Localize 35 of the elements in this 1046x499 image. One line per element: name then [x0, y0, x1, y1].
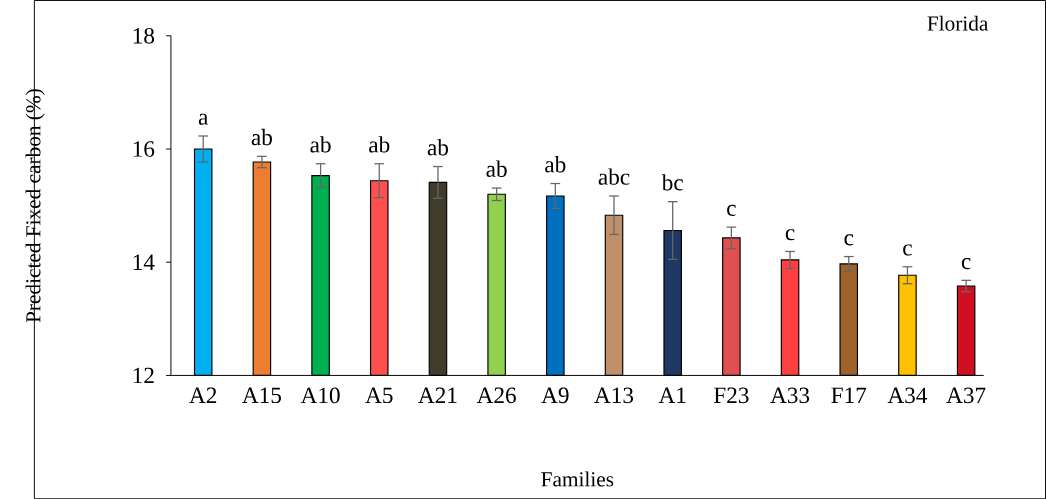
x-tick-label: A15 [242, 387, 281, 403]
annotation: ab [427, 138, 449, 156]
x-tick-label: F23 [713, 387, 749, 404]
x-tick-label: A5 [365, 387, 393, 403]
chart-title: Florida [927, 15, 989, 31]
x-tick-label: A13 [594, 387, 634, 404]
y-tick-label: 16 [133, 141, 155, 157]
annotation: c [844, 234, 854, 246]
x-tick-label: A26 [476, 387, 516, 404]
x-tick-label: A10 [300, 387, 340, 404]
annotation: ab [545, 155, 566, 173]
annotation: c [961, 257, 971, 270]
annotation: c [727, 204, 736, 216]
y-tick-label: 14 [133, 254, 155, 270]
annotation: ab [369, 136, 390, 153]
annotation: ab [251, 128, 272, 146]
y-axis-title: Predicted Fixed carbon (%) [25, 89, 45, 323]
x-tick-label: A33 [770, 387, 810, 404]
annotation: abc [598, 168, 630, 185]
x-tick-label: A34 [887, 387, 928, 404]
annotation: bc [661, 174, 683, 191]
y-tick-label: 18 [133, 27, 155, 44]
y-tick-label: 12 [133, 367, 154, 383]
x-tick-label: A1 [658, 387, 686, 403]
x-tick-label: A9 [541, 387, 569, 404]
x-tick-label: A21 [418, 387, 457, 403]
annotation: c [785, 228, 795, 241]
x-tick-label: A37 [946, 387, 986, 404]
x-tick-label: F17 [831, 387, 867, 403]
annotation: a [198, 113, 209, 125]
annotation: c [903, 244, 912, 256]
x-tick-label: A2 [189, 387, 217, 403]
x-axis-title: Families [541, 471, 614, 487]
annotation: ab [486, 160, 507, 177]
annotation: ab [310, 136, 331, 153]
